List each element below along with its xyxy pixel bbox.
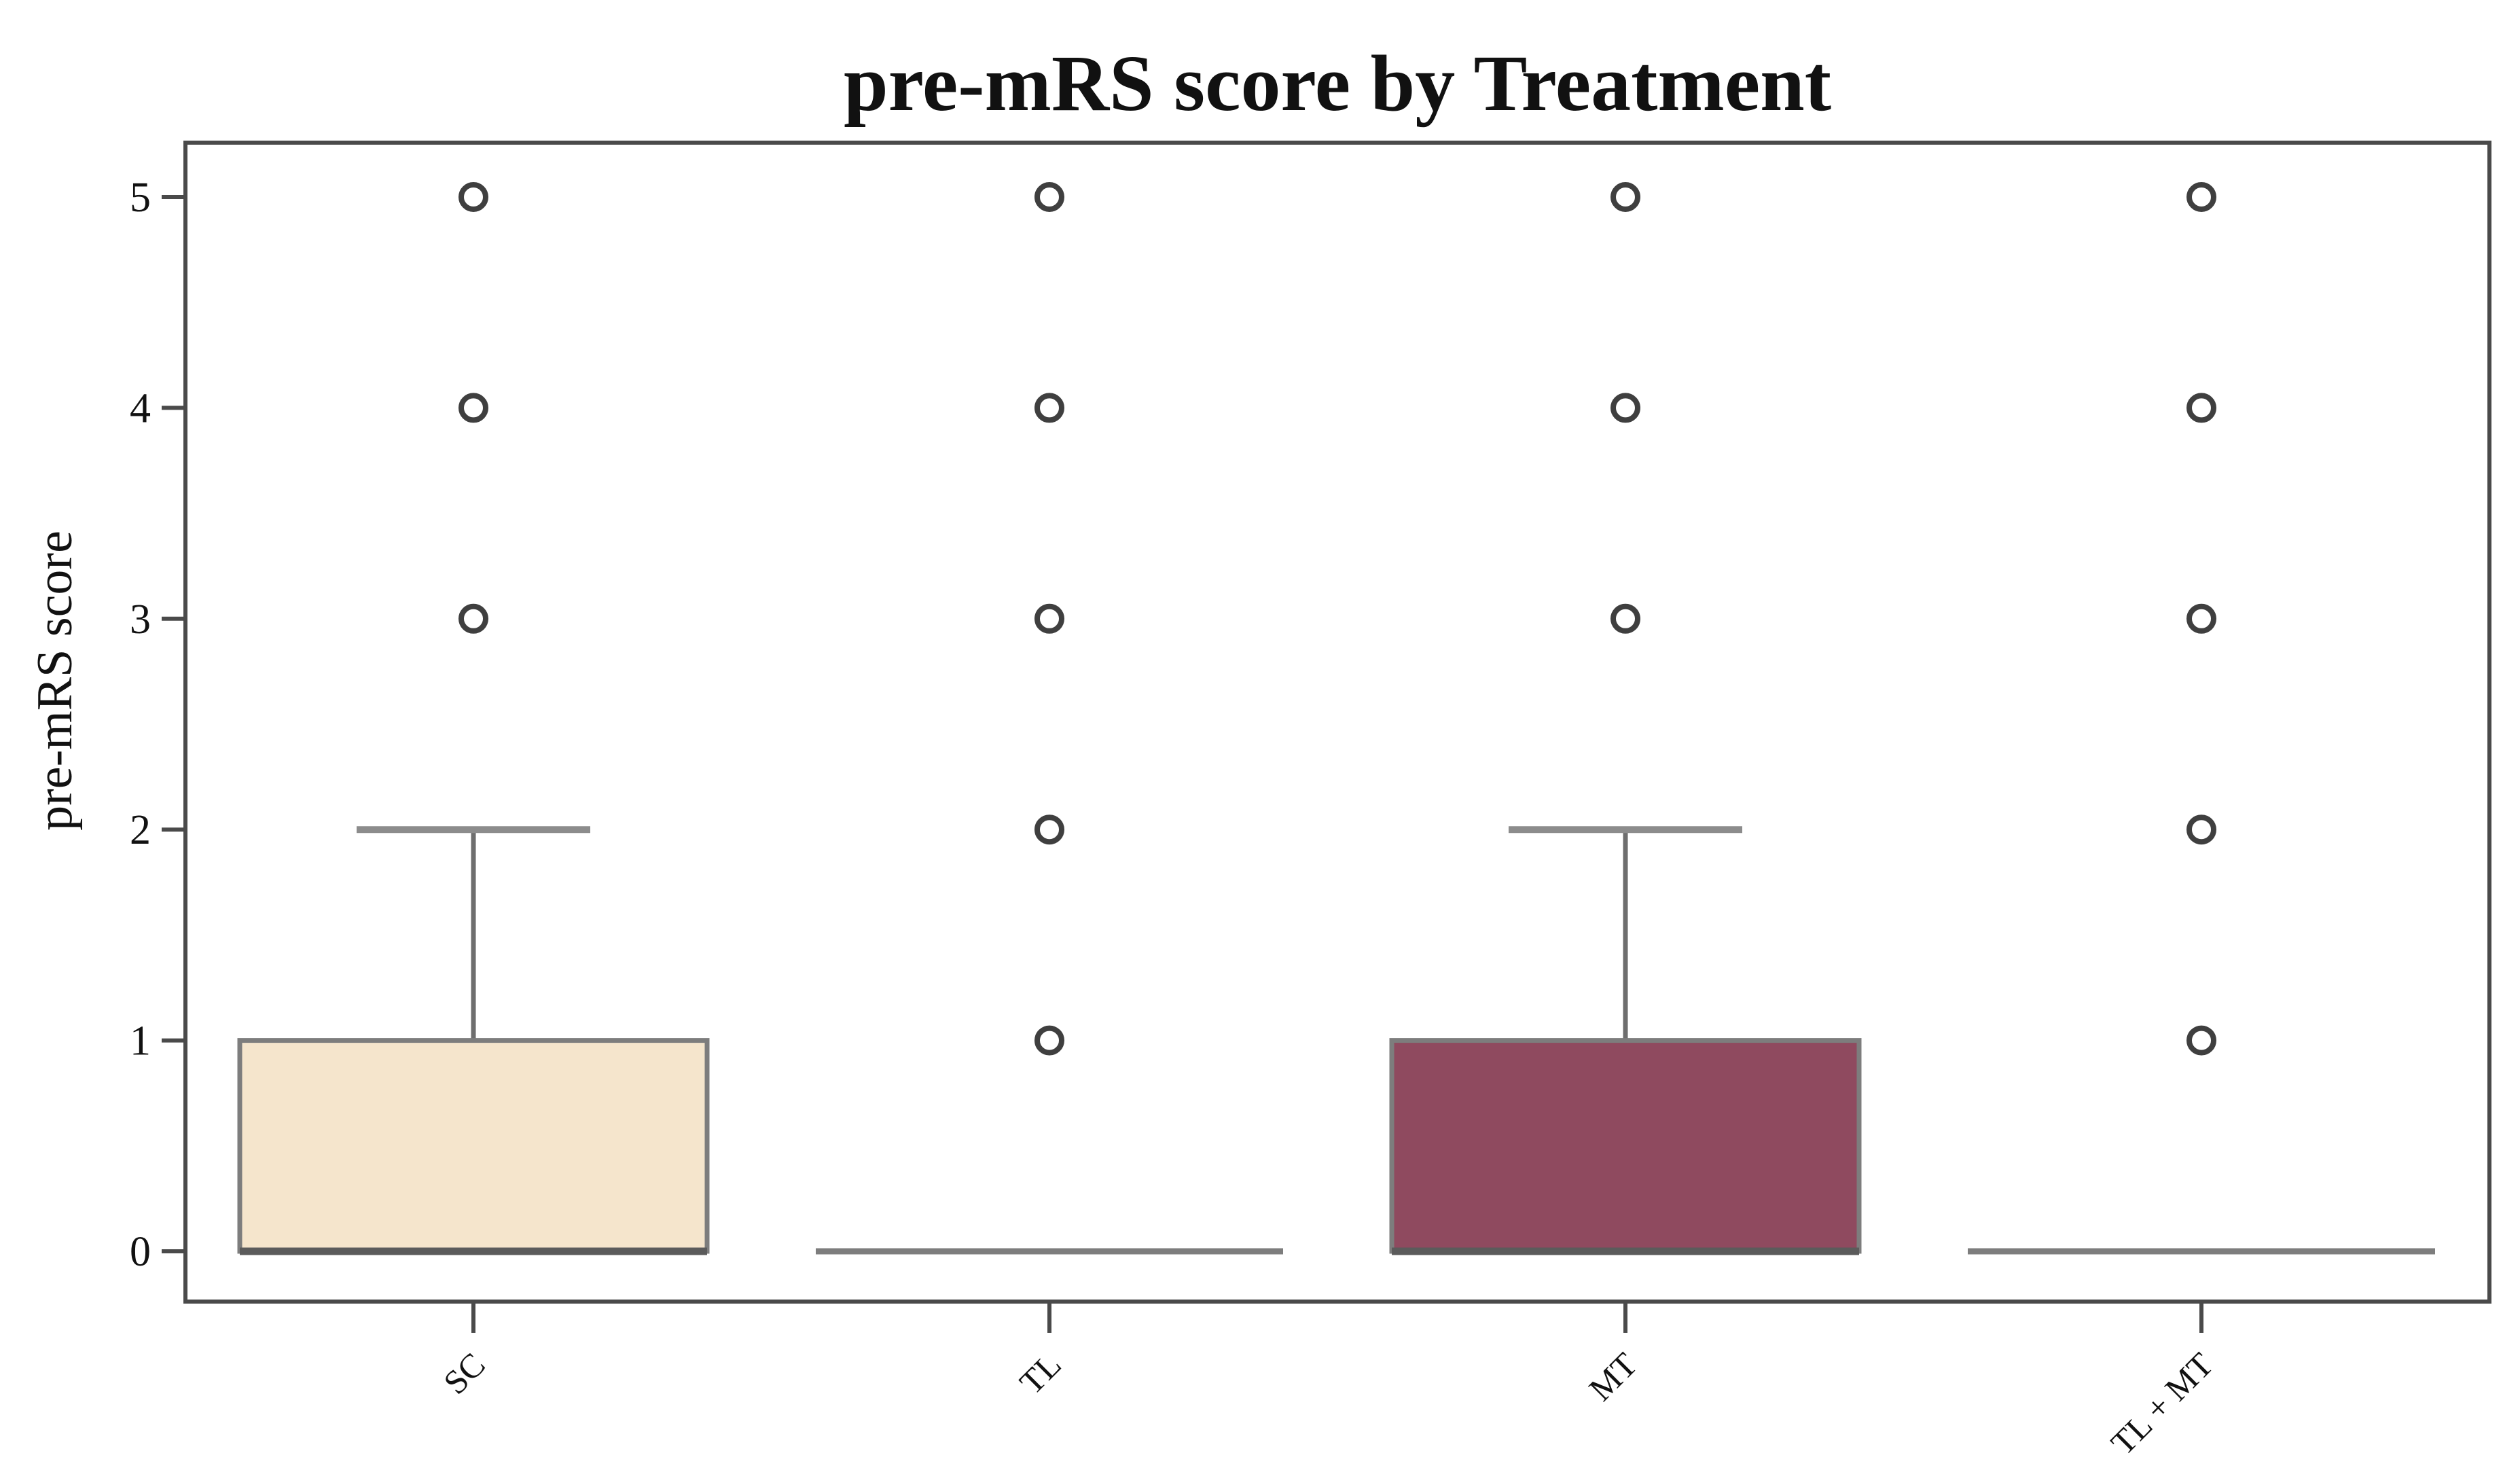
- outlier-point-mt: [1610, 603, 1640, 634]
- y-tick-label: 5: [130, 175, 151, 221]
- x-tick-label-tl: TL: [1012, 1345, 1068, 1401]
- y-axis-label: pre-mRS score: [27, 531, 83, 831]
- plot-frame: [183, 141, 2491, 1304]
- y-tick-label: 1: [130, 1018, 151, 1064]
- outlier-point-tl-mt: [2186, 182, 2216, 212]
- box-sc: [237, 1038, 710, 1254]
- outlier-point-tl-mt: [2186, 603, 2216, 634]
- y-tick-label: 0: [130, 1229, 151, 1275]
- outlier-point-tl: [1034, 393, 1064, 423]
- outlier-point-mt: [1610, 182, 1640, 212]
- outlier-point-tl: [1034, 1025, 1064, 1056]
- x-tick-label-sc: SC: [436, 1345, 492, 1401]
- outlier-point-tl-mt: [2186, 393, 2216, 423]
- y-tick-label: 4: [130, 385, 151, 431]
- outlier-point-mt: [1610, 393, 1640, 423]
- y-tick-label: 3: [130, 596, 151, 643]
- chart-title: pre-mRS score by Treatment: [844, 39, 1831, 128]
- box-mt: [1389, 1038, 1862, 1254]
- outlier-point-tl: [1034, 603, 1064, 634]
- outlier-point-sc: [458, 393, 488, 423]
- outlier-point-tl: [1034, 814, 1064, 845]
- outlier-point-tl-mt: [2186, 814, 2216, 845]
- outlier-point-sc: [458, 182, 488, 212]
- outlier-point-tl-mt: [2186, 1025, 2216, 1056]
- outlier-point-sc: [458, 603, 488, 634]
- plot-area: 0 1 2 3 4 5 SC TL MT TL + MT: [130, 141, 2491, 1462]
- x-tick-label-tl-mt: TL + MT: [2104, 1345, 2220, 1462]
- x-tick-label-mt: MT: [1581, 1345, 1644, 1408]
- outlier-point-tl: [1034, 182, 1064, 212]
- y-tick-label: 2: [130, 807, 151, 853]
